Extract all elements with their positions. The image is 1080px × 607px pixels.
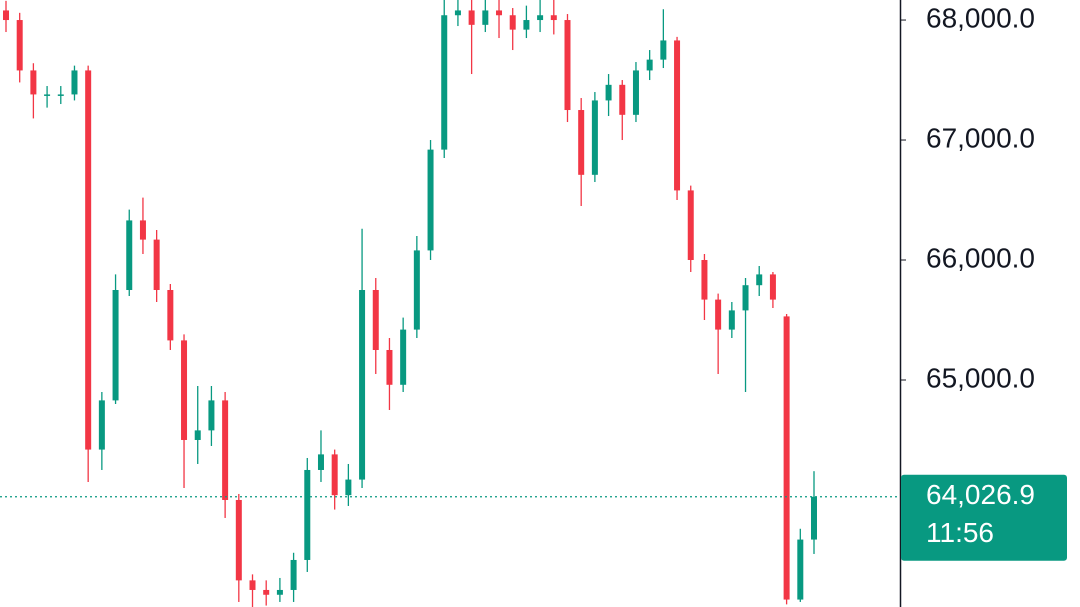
candle-body (783, 316, 790, 600)
y-tick-label: 65,000.0 (926, 362, 1035, 393)
candle-body (317, 454, 324, 470)
candle-body (441, 15, 448, 150)
candle-body (674, 40, 681, 191)
candle-body (222, 400, 229, 500)
candle-body (742, 285, 749, 311)
candle-body (44, 94, 51, 96)
candle-body (249, 580, 256, 590)
candle-body (331, 454, 338, 496)
candle-body (181, 340, 188, 440)
last-price-label: 64,026.9 (926, 479, 1035, 510)
candle-body (400, 329, 407, 385)
candle-body (112, 290, 119, 401)
candle-body (454, 10, 461, 16)
y-tick-label: 66,000.0 (926, 242, 1035, 273)
candle-body (701, 260, 708, 300)
candle-body (646, 59, 653, 71)
candle-body (619, 84, 626, 115)
candle-body (290, 559, 297, 590)
candle-body (126, 220, 133, 291)
candle-body (345, 479, 352, 496)
candle-body (496, 10, 503, 16)
candle-body (769, 274, 776, 300)
candle-body (208, 400, 215, 431)
candle-body (687, 190, 694, 261)
candle-body (797, 539, 804, 600)
candle-body (30, 70, 37, 95)
y-tick-label: 67,000.0 (926, 122, 1035, 153)
candle-body (372, 290, 379, 350)
candle-body (564, 20, 571, 111)
candle-body (139, 220, 146, 240)
candle-body (660, 40, 667, 60)
candle-body (468, 10, 475, 25)
candle-body (591, 100, 598, 175)
candle-body (715, 299, 722, 330)
candle-body (605, 84, 612, 101)
candle-body (359, 290, 366, 480)
candle-body (71, 70, 78, 95)
candle-body (537, 15, 544, 21)
countdown-label: 11:56 (926, 517, 994, 548)
candle-body (276, 589, 283, 595)
candle-body (167, 290, 174, 341)
candle-body (550, 15, 557, 21)
candle-body (632, 70, 639, 115)
candle-body (756, 274, 763, 286)
candle-body (482, 10, 489, 25)
candle-body (263, 589, 270, 595)
candle-body (153, 239, 160, 291)
candle-body (194, 430, 201, 440)
candle-body (16, 20, 23, 71)
candle-body (728, 310, 735, 330)
candle-body (413, 250, 420, 330)
candle-body (235, 499, 242, 581)
candle-body (427, 149, 434, 251)
y-tick-label: 68,000.0 (926, 2, 1035, 33)
candle-body (3, 10, 9, 21)
candle-body (523, 20, 530, 30)
candle-body (386, 349, 393, 385)
candle-body (509, 15, 516, 30)
candle-body (811, 496, 817, 540)
candle-body (85, 70, 92, 450)
last-price-box (901, 474, 1067, 561)
candle-body (304, 469, 311, 560)
candle-body (57, 94, 64, 96)
candle-body (578, 110, 585, 175)
candle-body (98, 400, 105, 450)
